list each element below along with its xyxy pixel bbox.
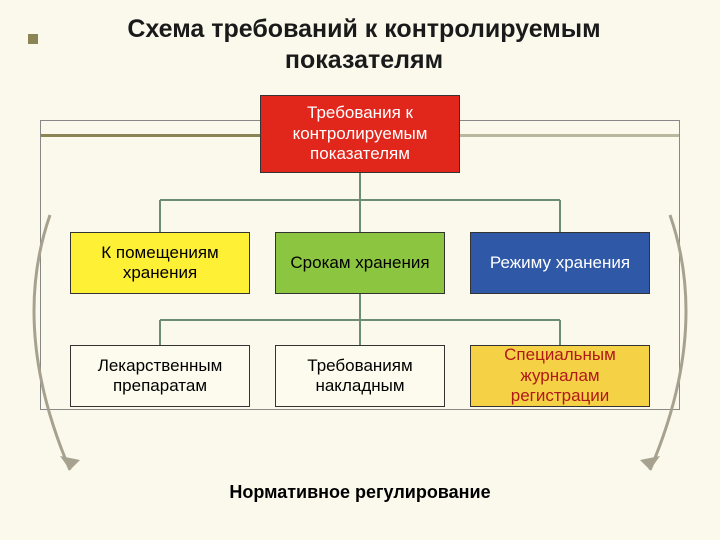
node-invoices: Требованиям накладным bbox=[275, 345, 445, 407]
footer-label: Нормативное регулирование bbox=[0, 482, 720, 503]
node-regime: Режиму хранения bbox=[470, 232, 650, 294]
title-bullet bbox=[28, 34, 38, 44]
node-journals: Специальным журналам регистрации bbox=[470, 345, 650, 407]
node-premises: К помещениям хранения bbox=[70, 232, 250, 294]
page-title: Схема требований к контролируемым показа… bbox=[54, 14, 674, 77]
node-terms: Срокам хранения bbox=[275, 232, 445, 294]
node-drugs: Лекарственным препаратам bbox=[70, 345, 250, 407]
node-top: Требования к контролируемым показателям bbox=[260, 95, 460, 173]
